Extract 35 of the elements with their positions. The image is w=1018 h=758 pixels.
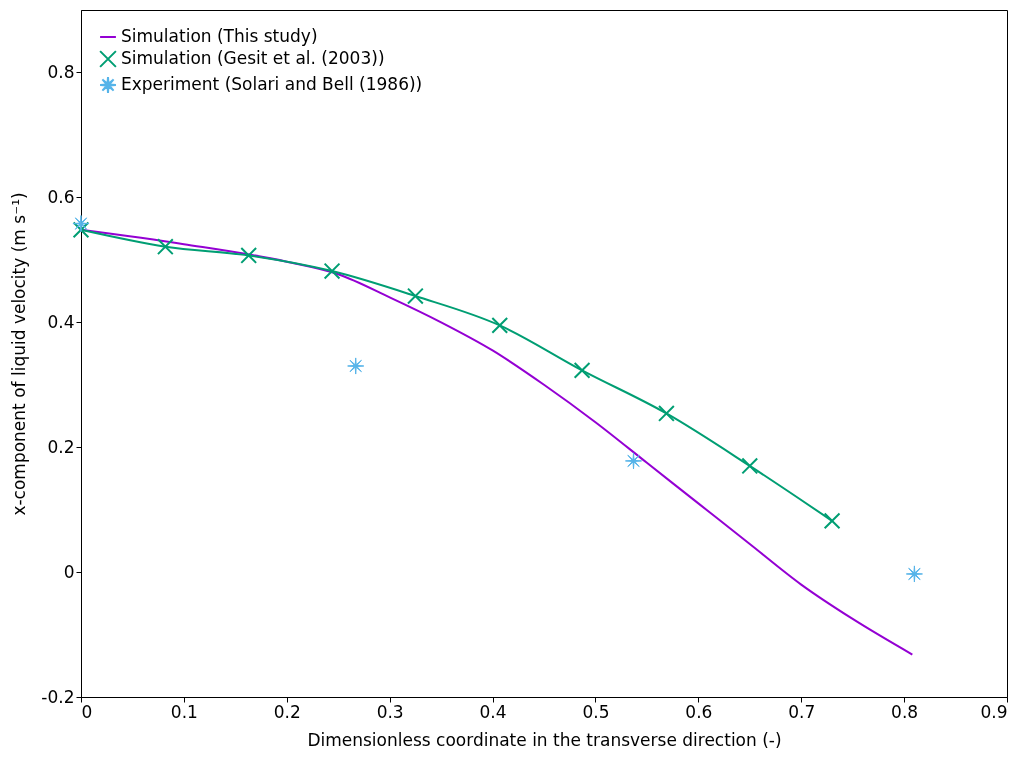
y-tick-label: 0.2 [47,436,75,457]
point [491,316,509,334]
point [823,512,841,530]
y-tick-label: 0.6 [47,186,75,207]
point [323,262,341,280]
x-tick-label: 0.2 [273,701,301,722]
legend-label: Simulation (Gesit et al. (2003)) [121,48,385,68]
x-tick-label: 0.6 [685,701,713,722]
point [240,247,258,264]
point [406,287,424,305]
legend-label: Experiment (Solari and Bell (1986)) [121,74,423,94]
point [72,215,90,233]
x-tick-label: 0.3 [376,701,404,722]
y-axis-title: x-component of liquid velocity (m s⁻¹) [9,192,30,516]
x-tick-label: 0.8 [891,701,919,722]
y-tick-label: 0.4 [47,311,75,332]
y-tick-label: 0 [63,561,75,582]
point [156,238,174,256]
point [658,405,675,422]
point [624,452,643,470]
point [905,565,923,583]
y-tick-label: -0.2 [41,686,75,707]
x-tick-label: 0.5 [582,701,610,722]
x-tick-label: 0.9 [980,701,1008,722]
legend-label: Simulation (This study) [121,26,318,46]
x-tick-label: 0.1 [170,701,198,722]
point [741,457,759,475]
x-tick-label: 0 [81,701,93,722]
x-axis-title: Dimensionless coordinate in the transverse direction (-) [307,729,782,750]
x-tick-label: 0.4 [479,701,507,722]
x-tick-label: 0.7 [788,701,816,722]
point [72,221,90,239]
y-tick-label: 0.8 [47,61,75,82]
point [347,357,365,375]
point [573,361,591,379]
